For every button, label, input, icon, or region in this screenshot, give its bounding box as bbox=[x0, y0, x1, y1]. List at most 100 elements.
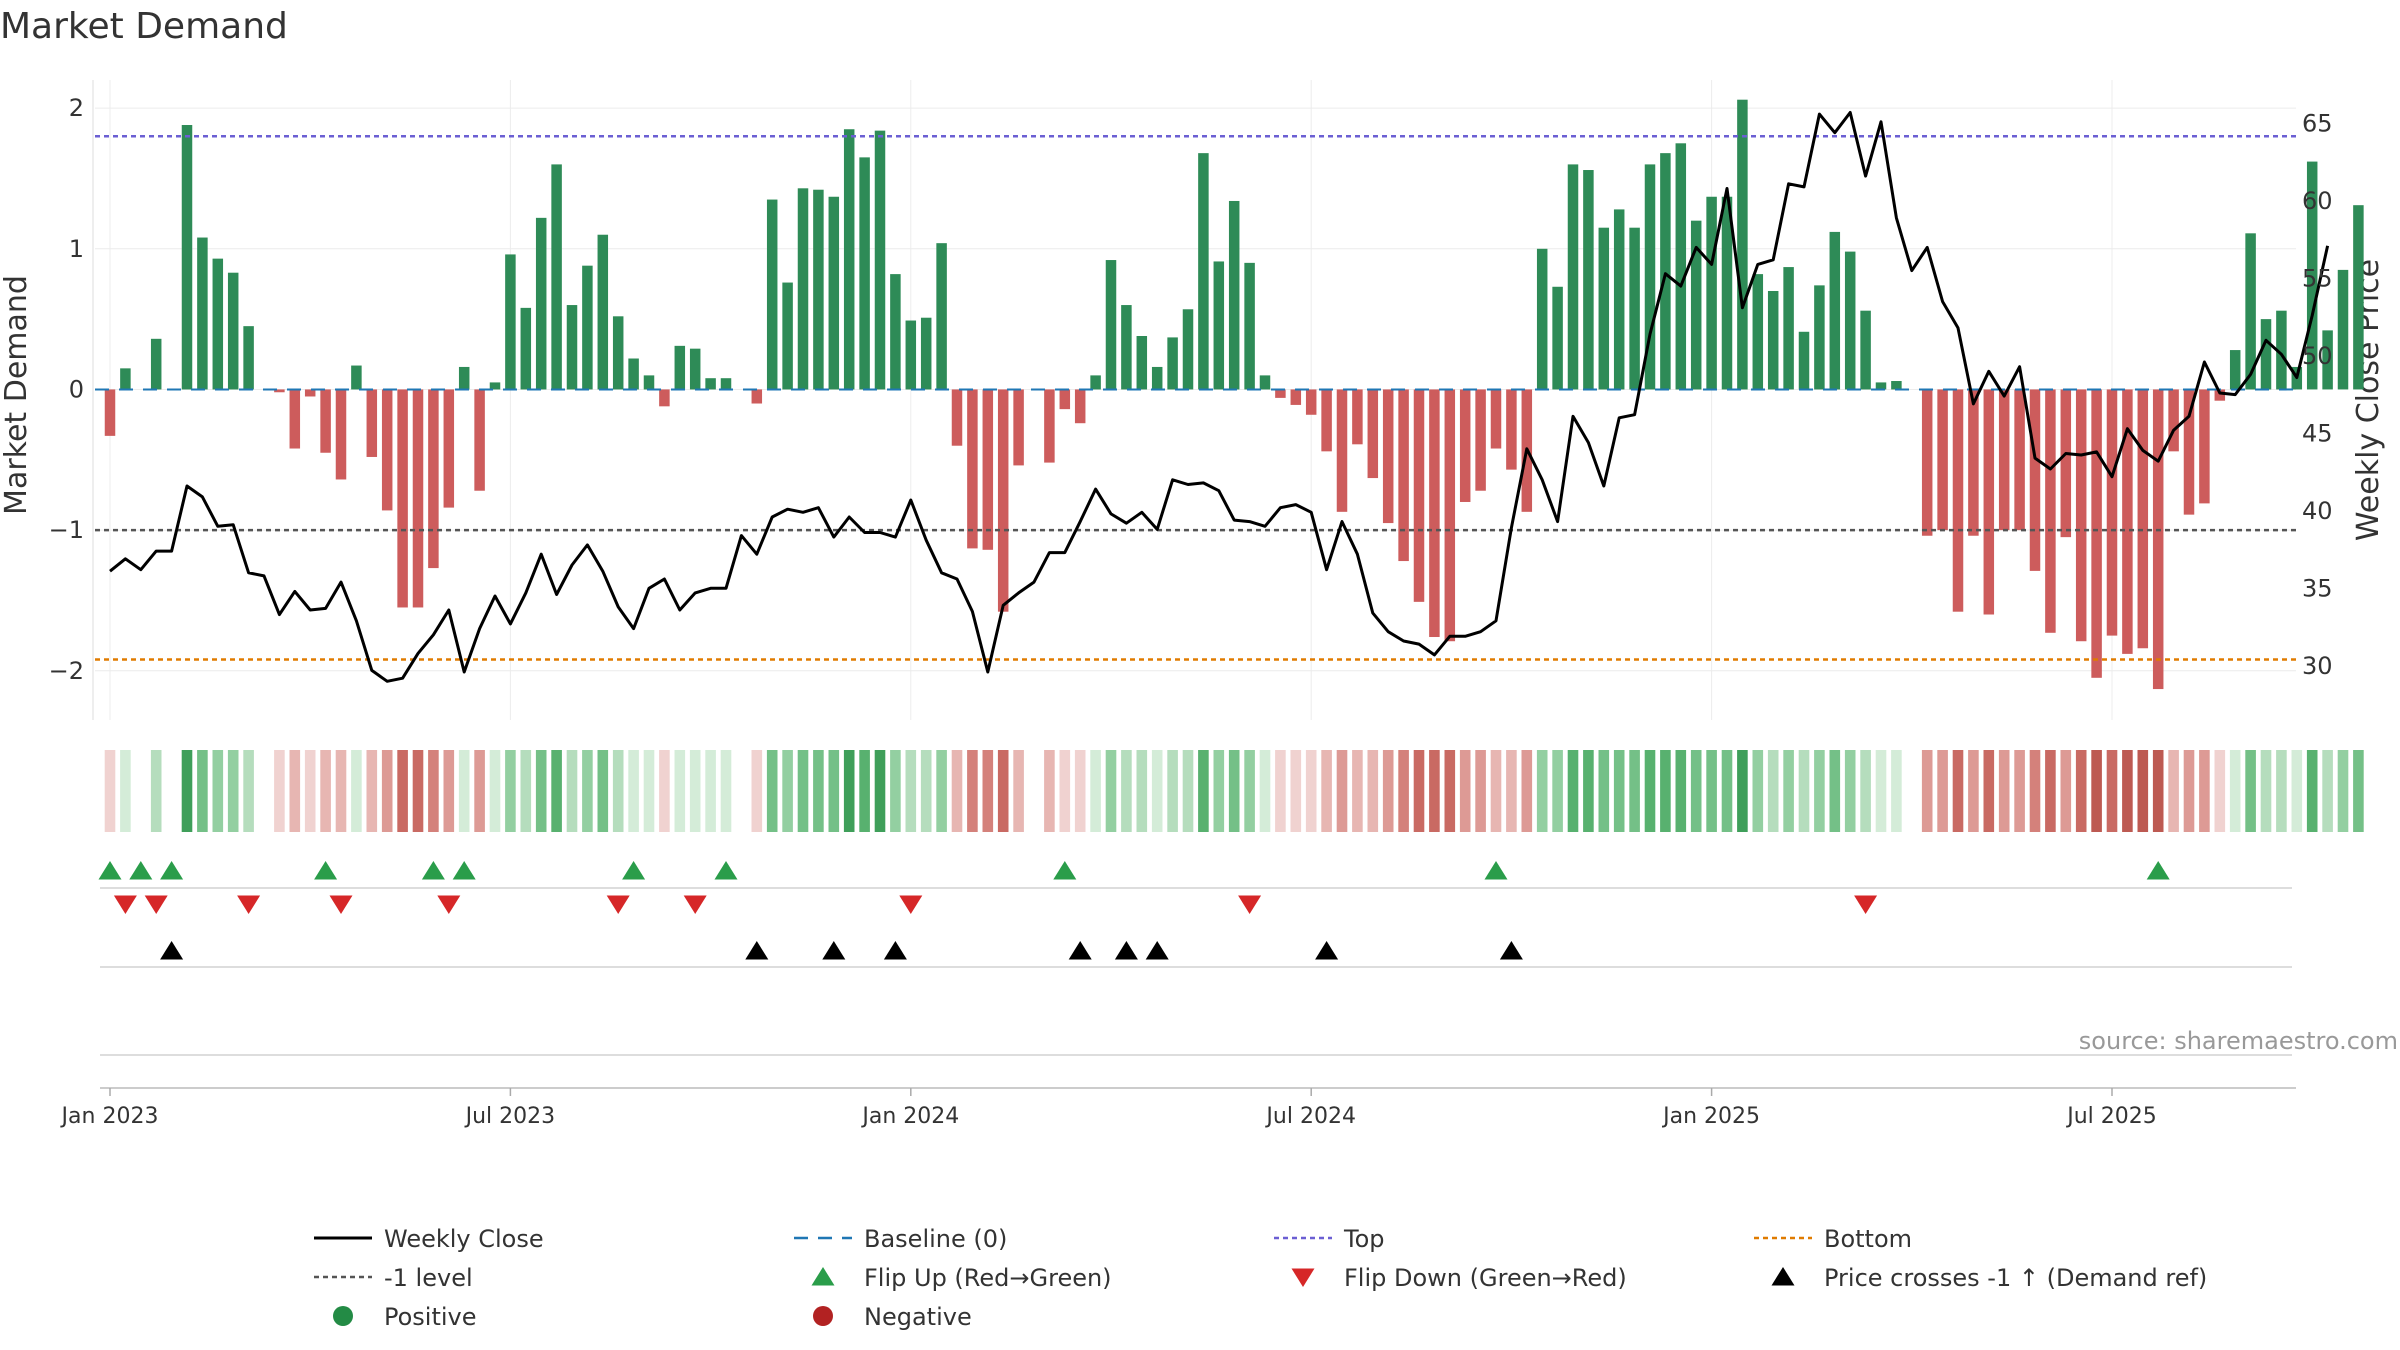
demand-strip-cell bbox=[890, 750, 901, 832]
positive-demand-bar bbox=[843, 129, 855, 390]
demand-strip-cell bbox=[2168, 750, 2179, 832]
legend-label: Weekly Close bbox=[384, 1225, 544, 1253]
positive-demand-bar bbox=[920, 317, 932, 390]
legend-label: Flip Down (Green→Red) bbox=[1344, 1264, 1627, 1292]
flip-up-marker bbox=[98, 861, 122, 880]
demand-strip-cell bbox=[828, 750, 840, 832]
flip-down-marker bbox=[1238, 895, 1262, 914]
demand-strip-cell bbox=[597, 750, 609, 832]
demand-strip-cell bbox=[1244, 750, 1255, 832]
positive-demand-bar bbox=[1875, 382, 1887, 390]
demand-strip-cell bbox=[1536, 750, 1548, 832]
demand-strip-cell bbox=[920, 750, 932, 832]
demand-strip-cell bbox=[2183, 750, 2195, 832]
positive-demand-bar bbox=[874, 130, 886, 390]
y-tick-label-right: 60 bbox=[2302, 187, 2333, 215]
positive-demand-bar bbox=[1105, 260, 1117, 390]
demand-strip-cell bbox=[197, 750, 208, 832]
demand-strip-cell bbox=[905, 750, 917, 832]
demand-strip-cell bbox=[2152, 750, 2164, 832]
demand-strip-cell bbox=[289, 750, 301, 832]
flip-up-marker bbox=[2146, 861, 2170, 880]
demand-strip-cell bbox=[1829, 750, 1841, 832]
positive-demand-bar bbox=[859, 157, 870, 390]
demand-strip-cell bbox=[443, 750, 455, 832]
demand-bars bbox=[104, 99, 2364, 690]
positive-demand-bar bbox=[535, 217, 547, 390]
price-cross-marker bbox=[883, 941, 907, 960]
negative-demand-bar bbox=[1336, 389, 1348, 512]
positive-demand-bar bbox=[1860, 310, 1871, 390]
negative-demand-bar bbox=[2137, 389, 2149, 649]
demand-strip-cell bbox=[659, 750, 670, 832]
demand-strip-cell bbox=[982, 750, 994, 832]
positive-demand-bar bbox=[1244, 262, 1255, 390]
legend-label: Price crosses -1 ↑ (Demand ref) bbox=[1824, 1264, 2207, 1292]
negative-demand-bar bbox=[967, 389, 978, 549]
negative-demand-bar bbox=[1321, 389, 1332, 452]
demand-strip-cell bbox=[1937, 750, 1948, 832]
y-tick-label-left: −2 bbox=[49, 657, 84, 685]
demand-strip-cell bbox=[1752, 750, 1764, 832]
demand-strip-cell bbox=[689, 750, 701, 832]
positive-demand-bar bbox=[890, 274, 901, 390]
flip-up-marker bbox=[714, 861, 738, 880]
demand-strip-cell bbox=[366, 750, 378, 832]
negative-demand-bar bbox=[1275, 389, 1286, 398]
demand-strip-cell bbox=[520, 750, 532, 832]
flip-up-marker bbox=[160, 861, 184, 880]
negative-demand-bar bbox=[1490, 389, 1502, 449]
negative-demand-bar bbox=[366, 389, 378, 457]
positive-demand-bar bbox=[2306, 161, 2318, 390]
y-tick-label-left: −1 bbox=[49, 516, 84, 544]
negative-demand-bar bbox=[1413, 389, 1425, 602]
positive-demand-bar bbox=[705, 378, 716, 390]
y-tick-label-right: 35 bbox=[2302, 574, 2333, 602]
demand-strip-cell bbox=[1844, 750, 1856, 832]
negative-demand-bar bbox=[2060, 389, 2072, 538]
demand-strip-cell bbox=[1444, 750, 1456, 832]
demand-strip-cell bbox=[505, 750, 516, 832]
legend-label: Top bbox=[1343, 1225, 1385, 1253]
positive-demand-bar bbox=[2229, 350, 2241, 390]
y-tick-label-right: 50 bbox=[2302, 342, 2333, 370]
demand-strip-cell bbox=[1875, 750, 1887, 832]
demand-strip-cell bbox=[1182, 750, 1194, 832]
demand-strip-cell bbox=[1475, 750, 1486, 832]
demand-strip-cell bbox=[1121, 750, 1132, 832]
demand-strip-cell bbox=[1136, 750, 1148, 832]
demand-strip-cell bbox=[1044, 750, 1055, 832]
positive-demand-bar bbox=[1136, 336, 1148, 390]
positive-demand-bar bbox=[612, 316, 624, 390]
x-tick-label: Jul 2023 bbox=[464, 1104, 556, 1129]
negative-demand-bar bbox=[1013, 389, 1024, 466]
flip-up-marker bbox=[1053, 861, 1077, 880]
demand-strip-cell bbox=[351, 750, 362, 832]
positive-demand-bar bbox=[797, 188, 809, 390]
flip-up-marker bbox=[452, 861, 476, 880]
demand-strip-cell bbox=[2045, 750, 2056, 832]
weekly-close-line-group bbox=[109, 111, 2330, 683]
flip-down-marker bbox=[237, 895, 261, 914]
flip-down-marker bbox=[113, 895, 137, 914]
demand-strip-cell bbox=[1305, 750, 1317, 832]
demand-strip-cell bbox=[1952, 750, 1964, 832]
negative-demand-bar bbox=[304, 389, 316, 397]
demand-strip-cell bbox=[628, 750, 639, 832]
demand-strip-cell bbox=[751, 750, 763, 832]
demand-strip-cell bbox=[766, 750, 778, 832]
negative-demand-bar bbox=[2122, 389, 2133, 654]
demand-strip-cell bbox=[1798, 750, 1810, 832]
demand-strip-cell bbox=[797, 750, 809, 832]
positive-demand-bar bbox=[1737, 99, 1748, 390]
demand-strip-cell bbox=[2337, 750, 2349, 832]
demand-strip-cell bbox=[551, 750, 562, 832]
demand-strip-cell bbox=[1506, 750, 1517, 832]
demand-strip-cell bbox=[1151, 750, 1163, 832]
demand-strip-cell bbox=[1105, 750, 1117, 832]
negative-demand-bar bbox=[1429, 389, 1440, 638]
demand-strip-cell bbox=[150, 750, 162, 832]
negative-demand-bar bbox=[2183, 389, 2195, 515]
negative-demand-bar bbox=[289, 389, 301, 449]
positive-demand-bar bbox=[150, 338, 162, 390]
